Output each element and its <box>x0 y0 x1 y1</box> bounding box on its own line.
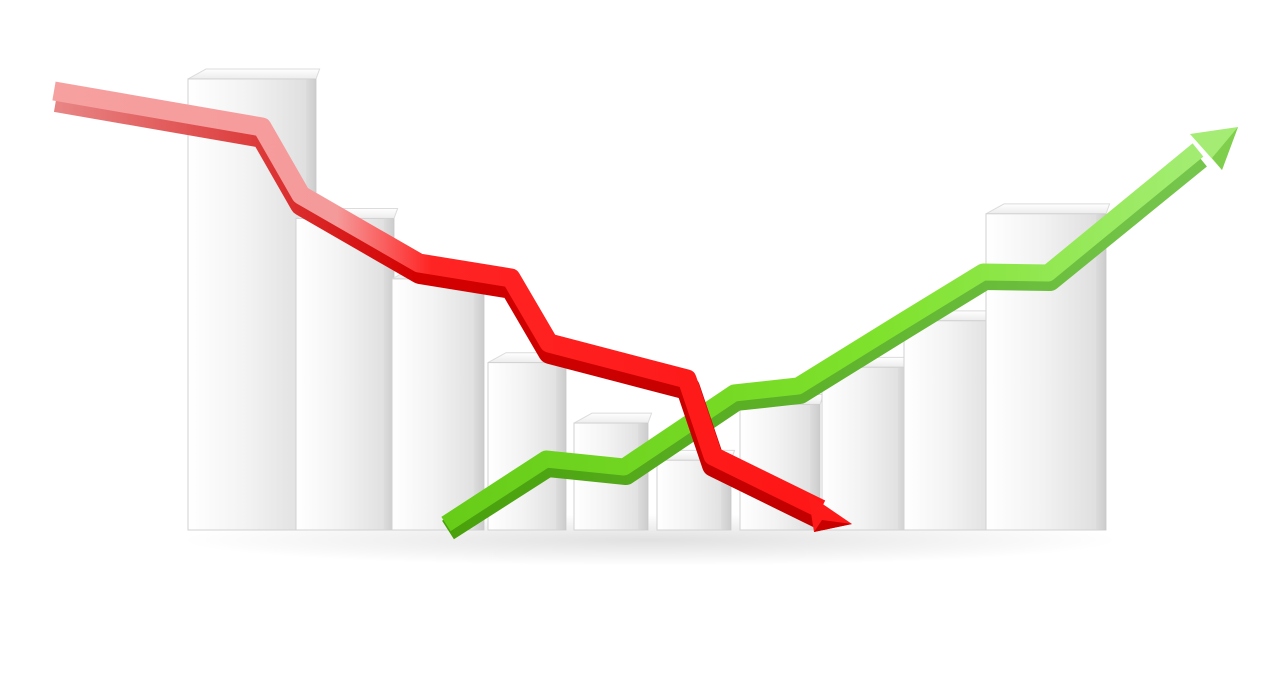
uptrend-arrow <box>441 127 1238 540</box>
bar-1-top <box>187 68 321 80</box>
bar-1-front <box>187 78 317 531</box>
bar-8 <box>821 356 913 531</box>
bar-5-side <box>638 423 648 530</box>
downtrend-arrowhead <box>808 494 852 532</box>
uptrend-arrowhead-shade <box>1212 127 1238 170</box>
bar-4-side <box>556 362 566 530</box>
downtrend-arrow-body <box>52 81 826 518</box>
bar-5-top <box>573 412 653 424</box>
bar-10-side <box>1096 213 1106 531</box>
bar-2-front <box>295 217 395 531</box>
bar-7-side <box>810 404 820 530</box>
uptrend-arrow-body <box>441 143 1204 532</box>
bar-6-side <box>721 460 731 530</box>
bar-3-front <box>391 278 485 531</box>
bar-3 <box>391 268 489 531</box>
downtrend-arrow <box>52 81 852 532</box>
bar-8-front <box>821 366 909 531</box>
downtrend-arrowhead-shade <box>814 520 852 532</box>
bar-8-side <box>898 367 908 530</box>
bar-3-side <box>474 278 484 530</box>
bar-2 <box>295 208 399 531</box>
bar-10-top <box>985 203 1111 215</box>
bar-2-side <box>384 218 394 530</box>
